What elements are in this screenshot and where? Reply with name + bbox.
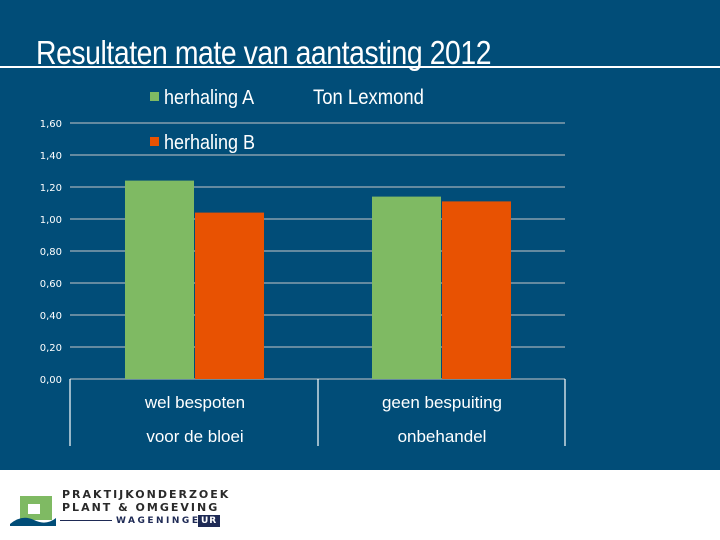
y-tick-label: 0,80 xyxy=(40,247,62,258)
category-label: geen bespuiting xyxy=(382,393,502,412)
legend-item-b: herhaling B xyxy=(150,132,265,155)
logo-text-line1: PRAKTIJKONDERZOEK xyxy=(62,488,231,501)
y-tick-label: 0,60 xyxy=(40,279,62,290)
y-tick-label: 1,20 xyxy=(40,183,62,194)
y-tick-label: 0,20 xyxy=(40,343,62,354)
logo-text-line4: UR xyxy=(198,515,221,527)
bar-b xyxy=(442,201,511,379)
y-tick-label: 1,00 xyxy=(40,215,62,226)
bar-a xyxy=(125,180,194,379)
legend-swatch-a xyxy=(150,92,159,102)
legend-label-a: herhaling A xyxy=(164,87,255,109)
bar-b xyxy=(195,212,264,379)
bar-chart: 0,00 0,20 0,40 0,60 0,80 1,00 1,20 1,40 1,60 wel … xyxy=(40,119,566,446)
y-tick-label: 1,40 xyxy=(40,151,62,162)
logo-rule xyxy=(60,520,112,521)
category-label: voor de bloei xyxy=(146,427,243,446)
legend-label-b: herhaling B xyxy=(164,132,256,154)
logo-icon xyxy=(10,496,56,526)
category-label: onbehandel xyxy=(398,427,487,446)
logo-text-line2: PLANT & OMGEVING xyxy=(62,501,220,514)
footer: PRAKTIJKONDERZOEK PLANT & OMGEVING WAGEN… xyxy=(0,470,720,540)
title-divider xyxy=(0,66,720,68)
y-tick-label: 0,00 xyxy=(40,375,62,386)
slide-title: Resultaten mate van aantasting 2012 xyxy=(36,34,492,71)
y-tick-label: 0,40 xyxy=(40,311,62,322)
legend-item-a: herhaling A xyxy=(150,87,264,110)
y-tick-label: 1,60 xyxy=(40,119,62,130)
category-label: wel bespoten xyxy=(144,393,245,412)
author-name: Ton Lexmond xyxy=(313,86,424,109)
legend-swatch-b xyxy=(150,137,159,147)
bar-a xyxy=(372,196,441,379)
logo-text-line3: WAGENINGEN xyxy=(116,516,211,526)
